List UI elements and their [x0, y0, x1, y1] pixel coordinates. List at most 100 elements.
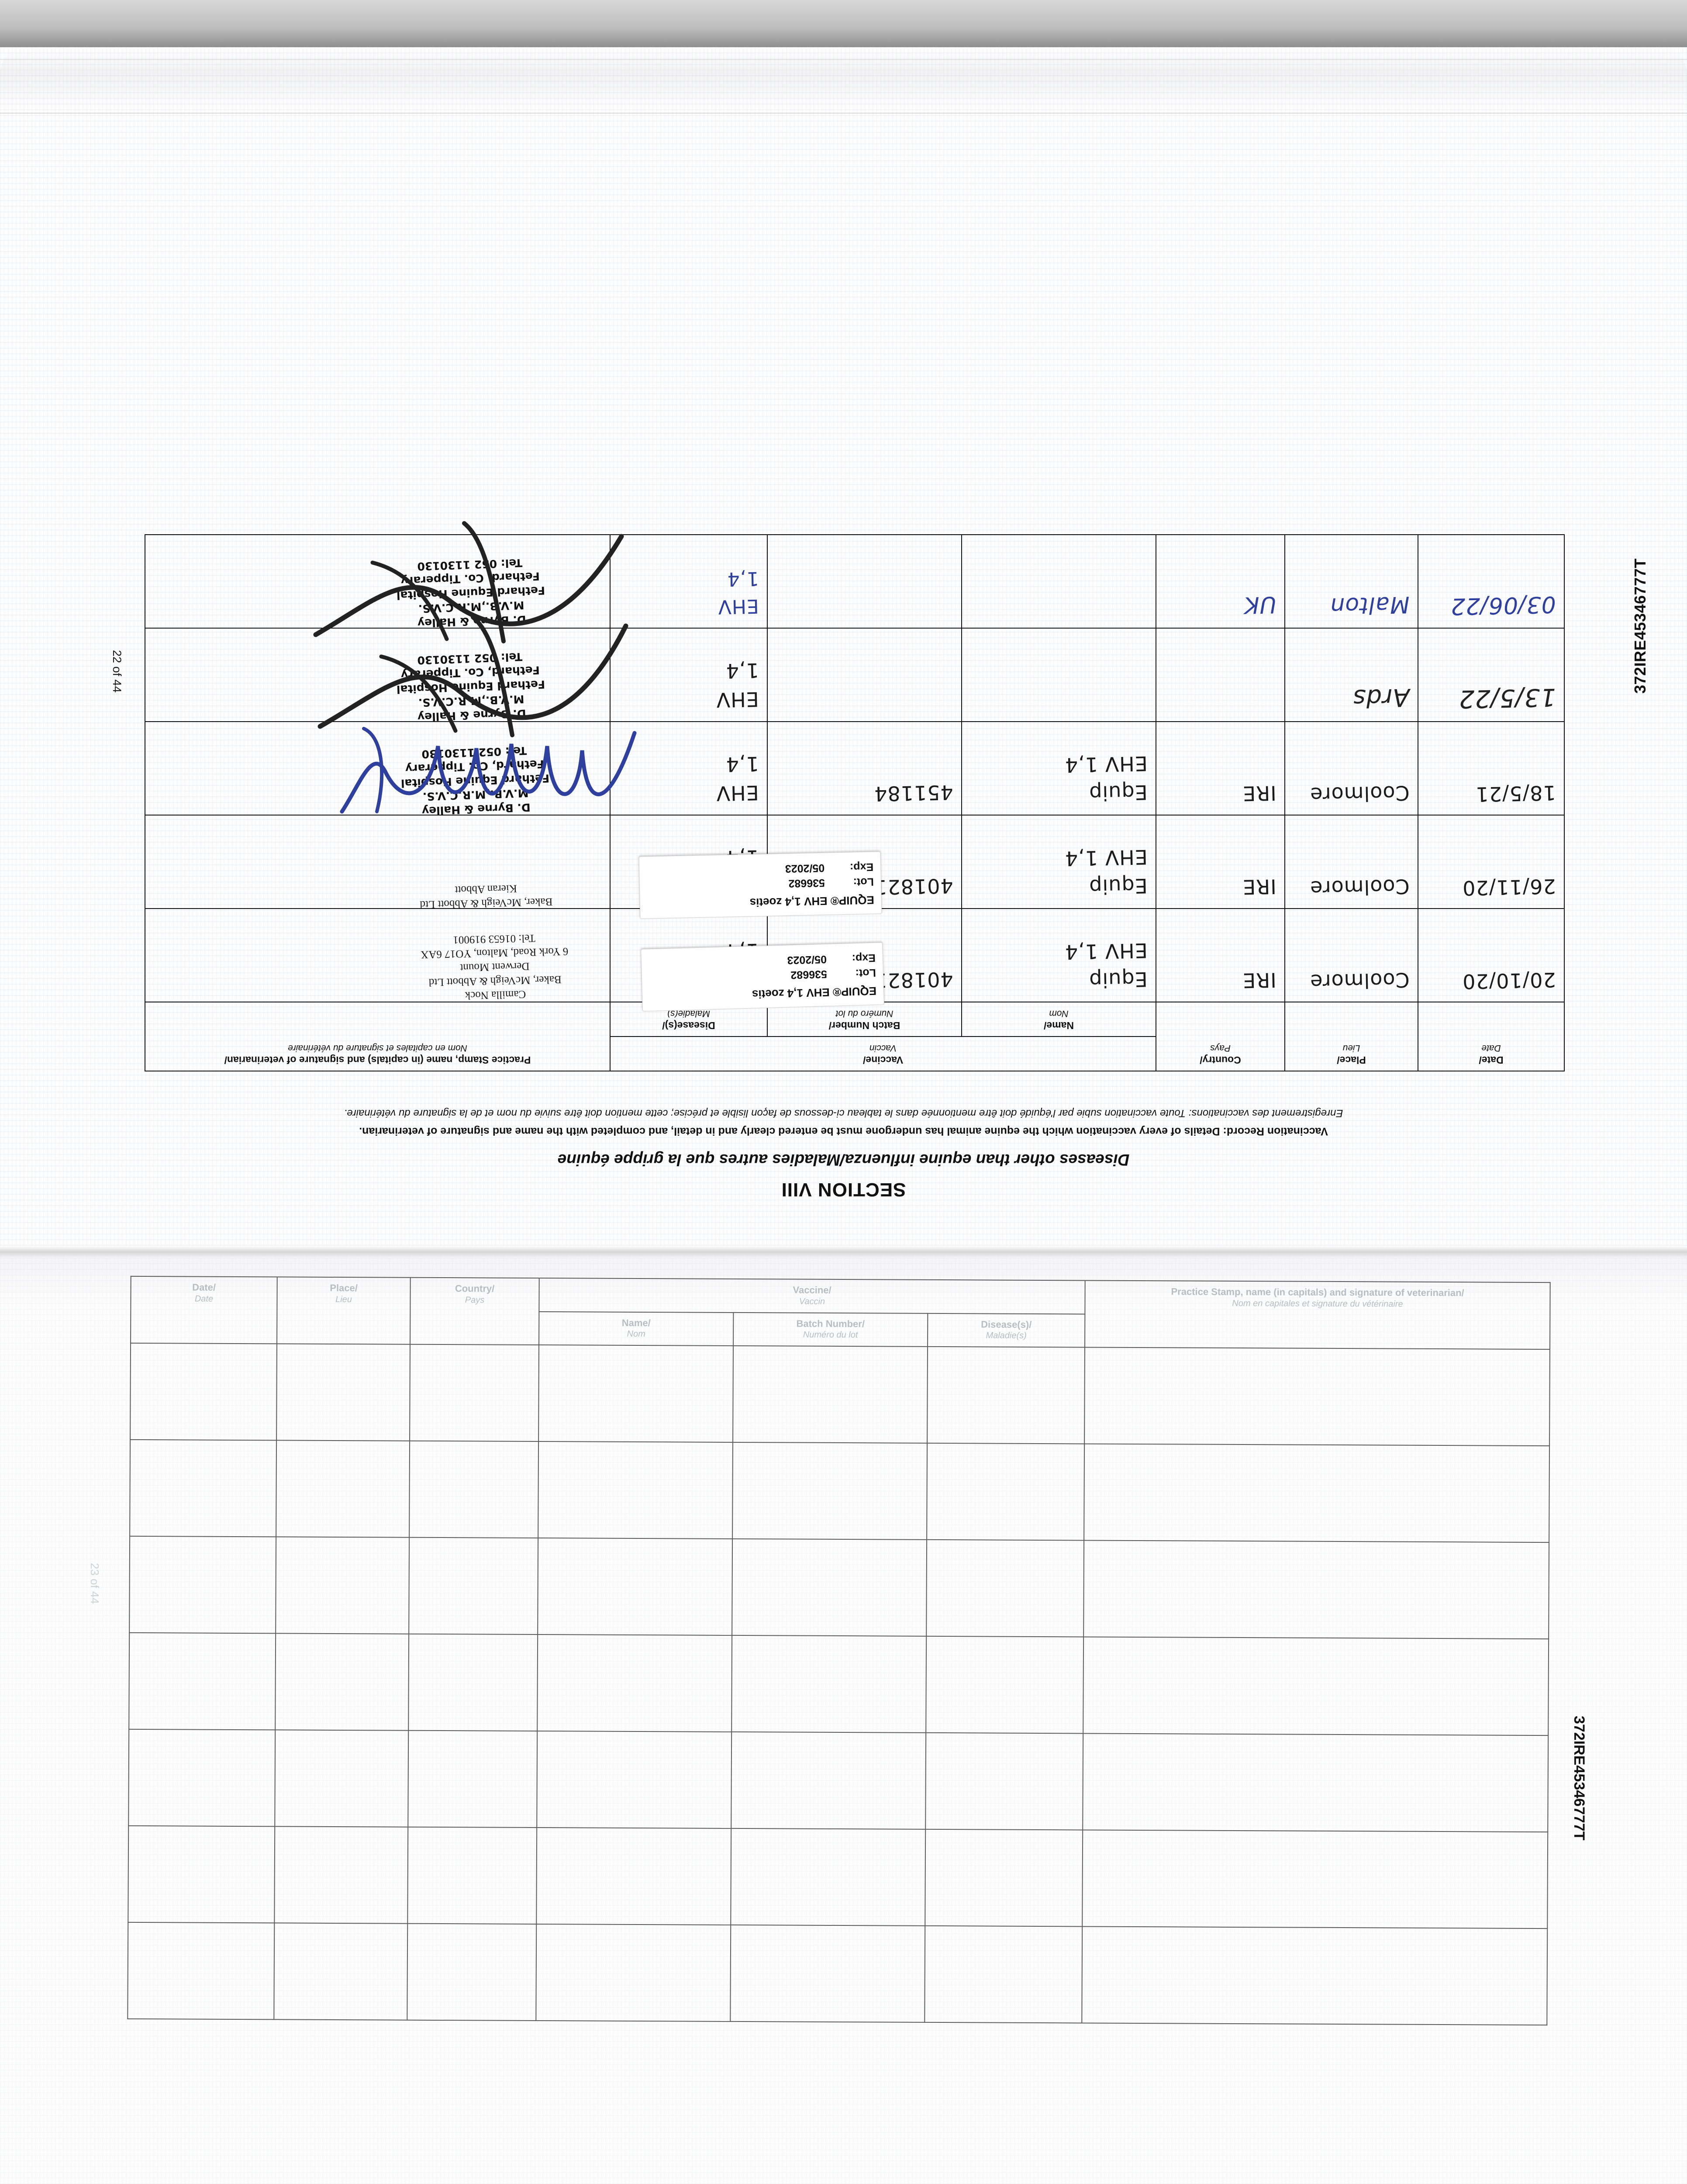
- header-country: Country/ Pays: [1156, 1002, 1285, 1071]
- page-number: 23 of 44: [88, 1563, 101, 1604]
- sticker-brand: EQUIP® EHV 1,4 zoetis: [752, 984, 877, 1001]
- passport-page-23: Date/ Date Place/ Lieu Country/ Pays Vac…: [0, 1257, 1687, 2184]
- book-spine-edge: [0, 47, 1687, 114]
- cell-practice-stamp: [1083, 1540, 1549, 1639]
- header-vaccine: Vaccine/ Vaccin: [610, 1037, 1156, 1071]
- cell-vaccine-name: [537, 1634, 732, 1732]
- practice-stamp: D. Byrne & Halley M.V.B.,M.R.C.V.S. Feth…: [347, 553, 594, 632]
- cell-diseases: EHV 1,4: [610, 722, 767, 815]
- cell-diseases: [925, 1925, 1083, 2023]
- cell-date: [129, 1536, 276, 1634]
- cell-country: [410, 1344, 539, 1441]
- cell-country: [408, 1634, 538, 1731]
- header-place: Place/ Lieu: [1285, 1002, 1418, 1071]
- cell-batch-number: [767, 535, 962, 628]
- table-row: [128, 1922, 1548, 2025]
- cell-vaccine-name: [538, 1538, 733, 1635]
- page-number: 22 of 44: [110, 650, 124, 693]
- cell-diseases: [927, 1443, 1085, 1541]
- header-date: Date/ Date: [131, 1276, 277, 1344]
- passport-id: 372IRE45346777T: [1571, 1716, 1587, 1841]
- blank-rows: [128, 1343, 1550, 2025]
- header-diseases: Disease(s)/ Maladie(s): [928, 1313, 1085, 1348]
- table-header-row: Date/ Date Place/ Lieu Country/ Pays Vac…: [131, 1276, 1550, 1350]
- cell-practice-stamp: [1082, 1926, 1548, 2025]
- practice-stamp: D. Byrne & Halley M.V.B.,M.R.C.V.S. Feth…: [347, 647, 594, 726]
- sticker-exp-value: 05/2023: [785, 862, 825, 875]
- cell-country: [409, 1441, 539, 1538]
- practice-stamp: Camilla Nock Baker, McVeigh & Abbott Ltd…: [354, 929, 635, 1005]
- header-place: Place/ Lieu: [277, 1277, 411, 1344]
- cell-place: [275, 1633, 409, 1731]
- cell-date: 03/06/22: [1418, 535, 1564, 628]
- cell-vaccine-name: Equip EHV 1,4: [962, 722, 1156, 815]
- table-row: [128, 1729, 1549, 1832]
- cell-country: [407, 1827, 537, 1924]
- header-practice-stamp: Practice Stamp, name (in capitals) and s…: [1085, 1280, 1550, 1350]
- table-row: [130, 1439, 1550, 1543]
- cell-date: 20/10/20: [1418, 909, 1564, 1002]
- header-country: Country/ Pays: [410, 1277, 539, 1345]
- cell-place: Malton: [1285, 535, 1418, 628]
- table-row: [129, 1536, 1549, 1639]
- cell-country: [407, 1923, 537, 2021]
- scanner-lid-shadow: [0, 0, 1687, 47]
- cell-country: UK: [1156, 535, 1285, 628]
- vaccine-sticker: EQUIP® EHV 1,4 zoetis Lot: 536682 Exp: 05/…: [641, 942, 884, 1012]
- sticker-lot-value: 536682: [790, 968, 828, 981]
- cell-place: [274, 1923, 408, 2020]
- cell-diseases: [927, 1346, 1085, 1444]
- cell-batch-number: [733, 1345, 928, 1443]
- passport-page-22: SECTION VIII Diseases other than equine …: [0, 47, 1687, 1257]
- cell-country: IRE: [1156, 815, 1285, 909]
- table-row: [128, 1825, 1548, 1929]
- cell-date: [129, 1632, 276, 1730]
- cell-diseases: [926, 1539, 1084, 1637]
- cell-vaccine-name: [538, 1441, 733, 1539]
- section-number: SECTION VIII: [781, 1179, 906, 1200]
- cell-date: 18/5/21: [1418, 722, 1564, 815]
- cell-diseases: [925, 1829, 1083, 1927]
- header-vaccine-name: Name/ Nom: [539, 1311, 734, 1346]
- cell-country: [1156, 628, 1285, 722]
- header-date: Date/ Date: [1418, 1002, 1564, 1071]
- cell-vaccine-name: [962, 535, 1156, 628]
- cell-vaccine-name: [536, 1924, 731, 2022]
- cell-batch-number: [732, 1442, 928, 1540]
- note-english: Vaccination Record: Details of every vac…: [359, 1125, 1328, 1137]
- passport-id: 372IRE45346777T: [1631, 558, 1649, 694]
- sticker-lot-label: Lot:: [853, 875, 874, 888]
- practice-stamp: D. Byrne & Halley M.V.B.,M.R.C.V.S. Feth…: [352, 741, 598, 820]
- cell-place: [276, 1440, 410, 1538]
- cell-batch-number: [731, 1635, 927, 1733]
- cell-date: 13/5/22: [1418, 628, 1564, 722]
- cell-vaccine-name: [536, 1827, 731, 1925]
- cell-batch-number: [730, 1925, 925, 2022]
- cell-place: Ards: [1285, 628, 1418, 722]
- sticker-lot-value: 536682: [788, 876, 825, 890]
- cell-diseases: EHV 1,4: [610, 535, 767, 628]
- cell-place: [274, 1826, 408, 1924]
- cell-practice-stamp: [1084, 1444, 1550, 1543]
- header-vaccine: Vaccine/ Vaccin: [539, 1278, 1085, 1314]
- cell-diseases: [925, 1732, 1083, 1830]
- cell-date: [128, 1825, 275, 1923]
- cell-country: IRE: [1156, 909, 1285, 1002]
- cell-vaccine-name: [962, 628, 1156, 722]
- cell-diseases: [926, 1636, 1084, 1734]
- cell-country: [409, 1537, 538, 1635]
- table-row: [130, 1343, 1550, 1446]
- vaccination-table-blank: Date/ Date Place/ Lieu Country/ Pays Vac…: [127, 1276, 1550, 2025]
- cell-batch-number: [731, 1731, 926, 1829]
- cell-country: [408, 1730, 538, 1828]
- cell-batch-number: 451184: [767, 722, 962, 815]
- sticker-lot-label: Lot:: [855, 966, 876, 979]
- cell-place: Coolmore: [1285, 909, 1418, 1002]
- cell-date: [128, 1729, 276, 1827]
- paper-surface: [0, 1257, 1687, 2184]
- section-heading: SECTION VIII Diseases other than equine …: [0, 1106, 1687, 1201]
- cell-place: [275, 1730, 409, 1827]
- sticker-exp-label: Exp:: [852, 951, 876, 965]
- vaccine-sticker: EQUIP® EHV 1,4 zoetis Lot: 536682 Exp: 05/…: [638, 851, 882, 919]
